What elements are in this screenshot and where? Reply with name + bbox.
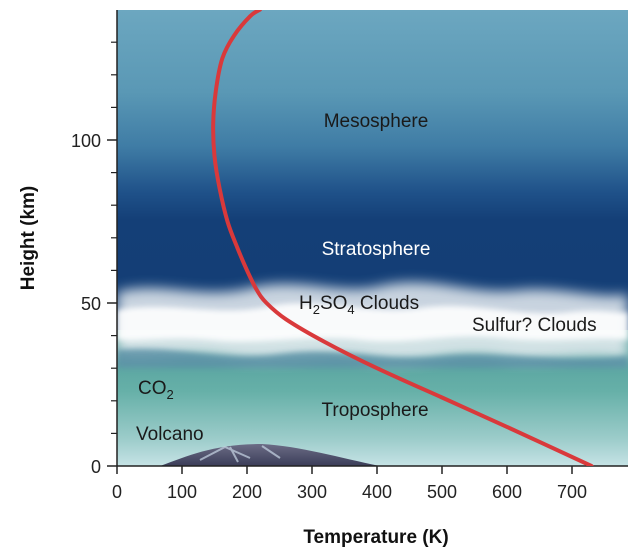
stratosphere-label: Stratosphere	[322, 239, 431, 260]
x-ticks: 0 100 200 300 400 500 600 700	[112, 466, 587, 502]
y-ticks: 0 50 100	[71, 131, 117, 477]
h2so4-clouds-label: H2SO4 Clouds	[299, 293, 419, 317]
temperature-profile-line	[211, 10, 594, 466]
y-tick-label: 50	[81, 294, 101, 314]
x-tick-label: 500	[427, 482, 457, 502]
sulfur-clouds-label: Sulfur? Clouds	[472, 315, 597, 336]
x-tick-label: 300	[297, 482, 327, 502]
x-tick-label: 700	[557, 482, 587, 502]
troposphere-label: Troposphere	[321, 400, 428, 421]
y-tick-label: 0	[91, 457, 101, 477]
volcano-label: Volcano	[136, 424, 204, 445]
axes: 0 100 200 300 400 500 600 700 0 50 100	[71, 10, 628, 502]
y-tick-label: 100	[71, 131, 101, 151]
x-tick-label: 600	[492, 482, 522, 502]
y-axis-title: Height (km)	[18, 186, 39, 291]
atmosphere-background	[117, 10, 628, 466]
x-tick-label: 400	[362, 482, 392, 502]
x-axis-title: Temperature (K)	[303, 527, 448, 548]
co2-label: CO2	[138, 378, 174, 402]
x-tick-label: 0	[112, 482, 122, 502]
mesosphere-label: Mesosphere	[324, 111, 429, 132]
y-minor-ticks	[111, 41, 117, 434]
x-tick-label: 100	[167, 482, 197, 502]
cloud-layer	[117, 282, 628, 368]
volcano-shape	[160, 444, 380, 466]
x-tick-label: 200	[232, 482, 262, 502]
